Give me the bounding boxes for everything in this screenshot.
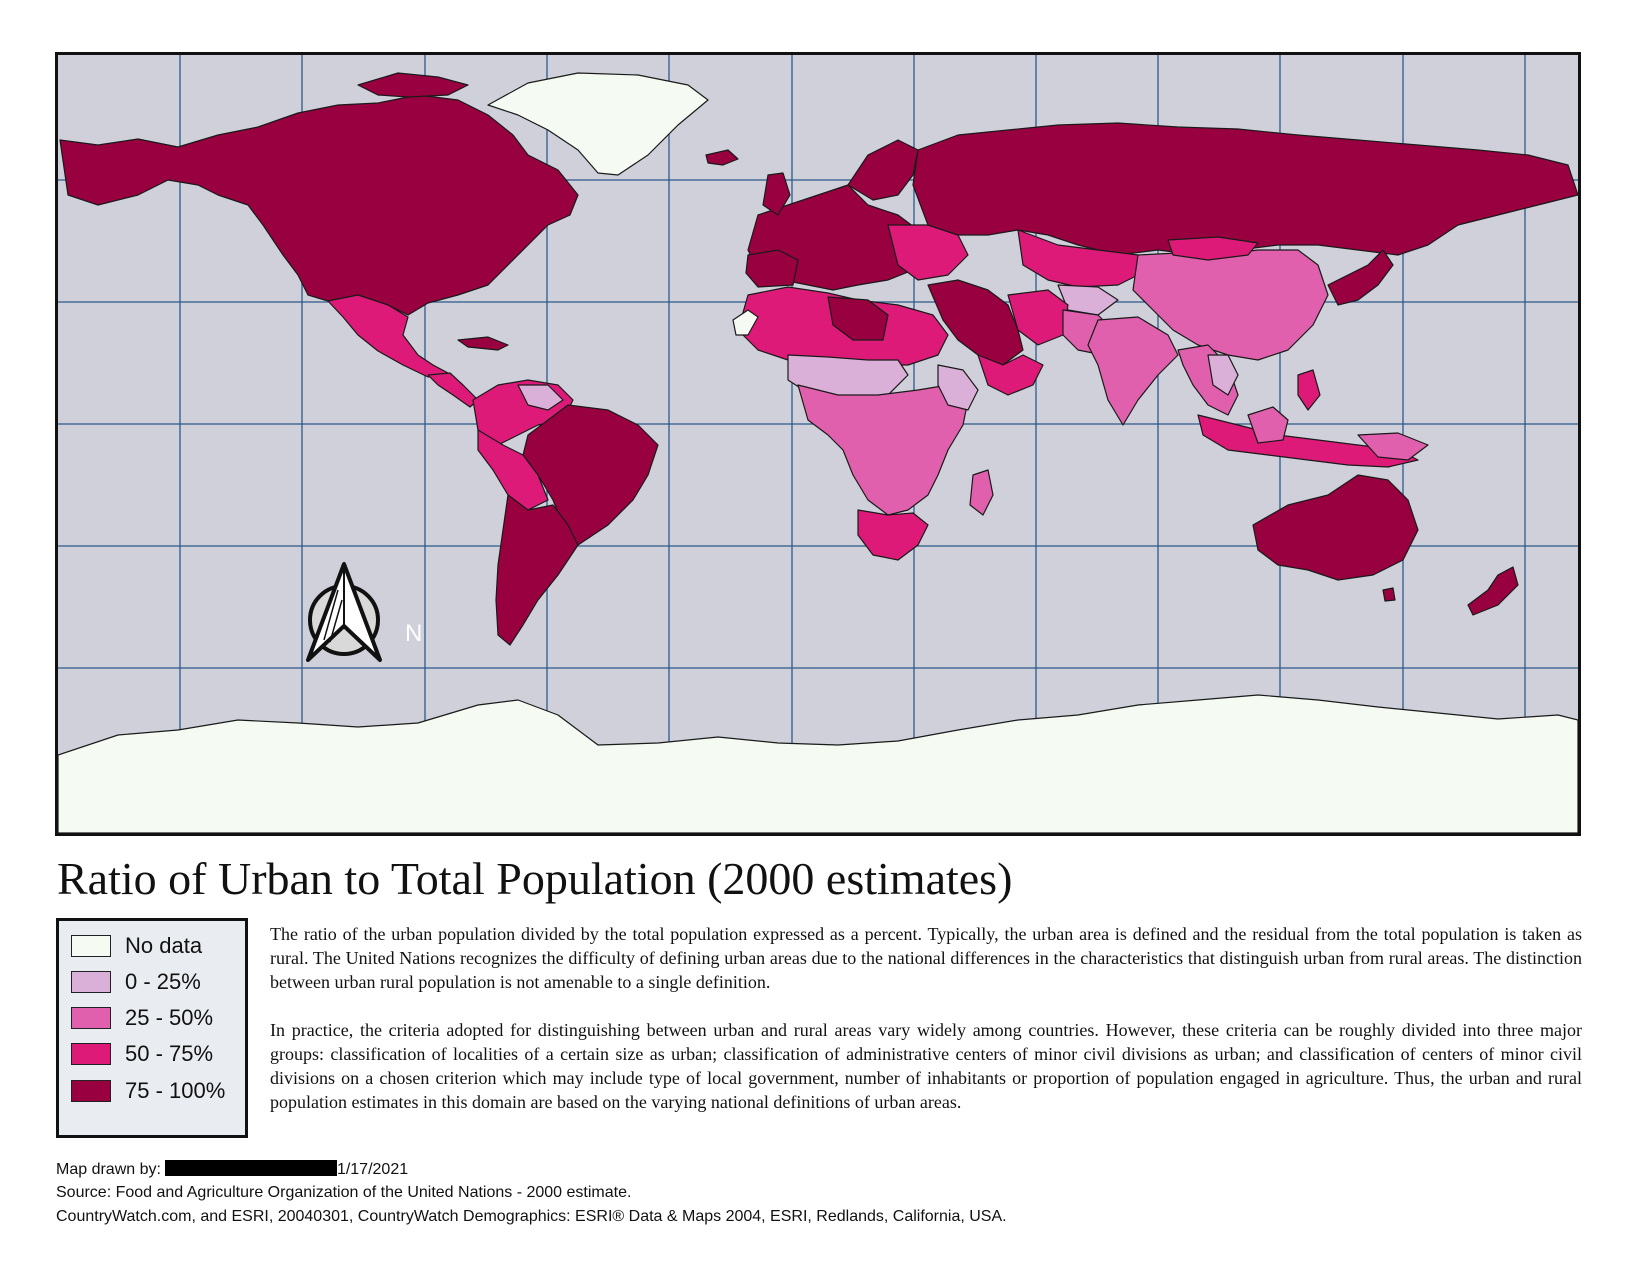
tasmania [1382,587,1396,602]
west-sahara-nodata [732,309,759,336]
argentina-chile [495,494,579,646]
australia-75 [1252,474,1419,581]
drawn-date: 1/17/2021 [336,1161,409,1178]
southern-africa [857,509,929,561]
middle-east-75 [927,279,1024,366]
iceland [705,149,739,166]
legend-item-no-data: No data [71,932,202,960]
legend-label: 0 - 25% [125,969,201,994]
credits-line: CountryWatch.com, and ESRI, 20040301, Co… [56,1208,1007,1225]
legend-label: 75 - 100% [125,1078,226,1103]
brazil-75 [522,404,659,546]
source-line: Source: Food and Agriculture Organizatio… [56,1184,632,1201]
uk [762,172,791,216]
libya-75 [827,296,889,341]
legend-swatch [71,1043,111,1065]
north-america-75 [59,94,579,316]
legend-item-0-25: 0 - 25% [71,968,201,996]
indonesia [1197,414,1419,468]
legend-swatch [71,1007,111,1029]
legend-label: 50 - 75% [125,1041,214,1066]
philippines [1297,369,1321,411]
mongolia [1167,236,1259,261]
venezuela-light [517,384,564,411]
description-paragraph-2: In practice, the criteria adopted for di… [270,1020,1582,1112]
legend-swatch [71,1080,111,1102]
east-africa-light [937,364,979,411]
arabia-50 [977,354,1044,396]
map-title: Ratio of Urban to Total Population (2000… [57,853,1013,904]
legend-item-50-75: 50 - 75% [71,1040,213,1068]
world-map [58,55,1578,833]
russia-75 [912,122,1578,256]
legend-item-75-100: 75 - 100% [71,1077,225,1105]
north-label: N [405,620,423,647]
legend-item-25-50: 25 - 50% [71,1004,213,1032]
borneo [1247,406,1289,444]
greenland-nodata [487,72,709,176]
new-zealand [1467,566,1519,616]
legend-label: No data [125,933,203,958]
legend-label: 25 - 50% [125,1005,214,1030]
antarctica-nodata [58,694,1578,833]
madagascar [969,469,994,516]
drawn-by-label: Map drawn by: [56,1161,161,1178]
scandinavia [847,139,919,201]
new-guinea [1357,432,1429,461]
map-frame: N [55,52,1581,836]
india-25 [1087,316,1179,426]
mexico-75 [327,294,449,378]
central-africa [797,384,969,516]
iberia [745,249,799,288]
redacted-name [164,1160,337,1176]
arctic-islands [357,72,469,98]
japan-korea [1327,249,1394,306]
description-paragraph-1: The ratio of the urban population divide… [270,924,1582,992]
legend: No data 0 - 25% 25 - 50% 50 - 75% 75 - 1… [56,918,248,1138]
legend-swatch [71,935,111,957]
kazakhstan [1017,229,1149,288]
caribbean [457,336,509,351]
peru-bolivia [477,429,549,511]
drawn-by-line: Map drawn by: 1/17/2021 [56,1160,408,1179]
north-arrow [306,562,382,662]
indochina-light [1207,354,1239,396]
legend-swatch [71,971,111,993]
